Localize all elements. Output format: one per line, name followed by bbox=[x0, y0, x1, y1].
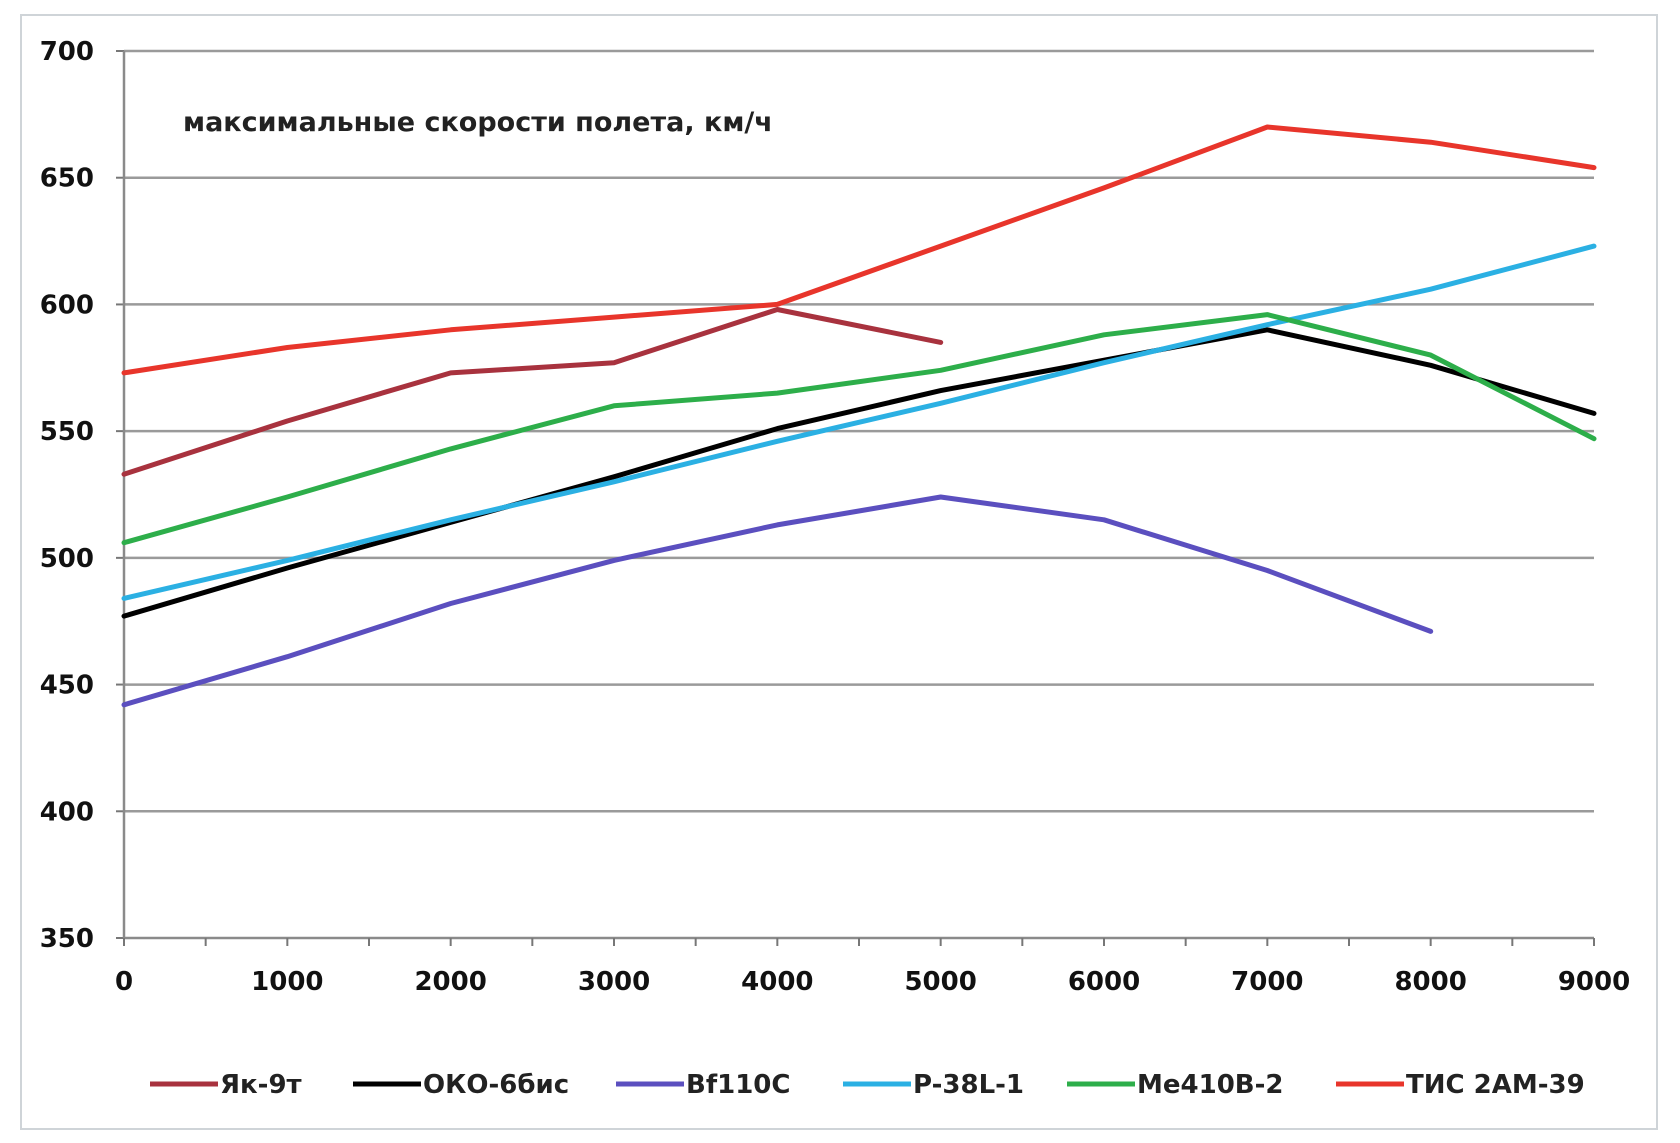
y-tick-label: 650 bbox=[40, 164, 94, 194]
x-tick-label: 5000 bbox=[904, 967, 976, 997]
x-tick-label: 3000 bbox=[578, 967, 650, 997]
legend-label: ОКО-6бис bbox=[423, 1070, 569, 1100]
x-tick-label: 4000 bbox=[741, 967, 813, 997]
gridlines bbox=[124, 49, 1594, 813]
y-tick-label: 500 bbox=[40, 544, 94, 574]
y-tick-label: 450 bbox=[40, 671, 94, 701]
series-line bbox=[121, 307, 944, 477]
legend: Як-9т ОКО-6бис Bf110C P-38L-1 Me410B-2 ТИС 2А… bbox=[150, 1070, 1585, 1100]
x-tick-label: 0 bbox=[115, 967, 133, 997]
x-tick-label: 7000 bbox=[1231, 967, 1303, 997]
x-tick-label: 9000 bbox=[1558, 967, 1630, 997]
x-tick-label: 2000 bbox=[414, 967, 486, 997]
series-line bbox=[121, 312, 1597, 546]
chart-frame bbox=[20, 14, 1658, 1130]
x-tick-label: 8000 bbox=[1394, 967, 1466, 997]
y-tick-label: 550 bbox=[40, 417, 94, 447]
y-tick-label: 600 bbox=[40, 290, 94, 320]
y-tick-label: 350 bbox=[40, 924, 94, 954]
series-line bbox=[121, 494, 1434, 708]
y-tick-label: 700 bbox=[40, 37, 94, 67]
x-tick-label: 6000 bbox=[1068, 967, 1140, 997]
legend-label: Bf110C bbox=[686, 1070, 790, 1100]
chart-title: максимальные скорости полета, км/ч bbox=[183, 107, 773, 138]
legend-label: ТИС 2АМ-39 bbox=[1406, 1070, 1585, 1100]
y-tick-label: 400 bbox=[40, 797, 94, 827]
legend-label: P-38L-1 bbox=[913, 1070, 1024, 1100]
x-tick-label: 1000 bbox=[251, 967, 323, 997]
series-line bbox=[121, 243, 1597, 601]
legend-label: Як-9т bbox=[220, 1070, 302, 1100]
series-lines bbox=[121, 124, 1597, 708]
series-line bbox=[121, 124, 1597, 376]
series-line bbox=[121, 327, 1597, 619]
legend-label: Me410B-2 bbox=[1137, 1070, 1283, 1100]
